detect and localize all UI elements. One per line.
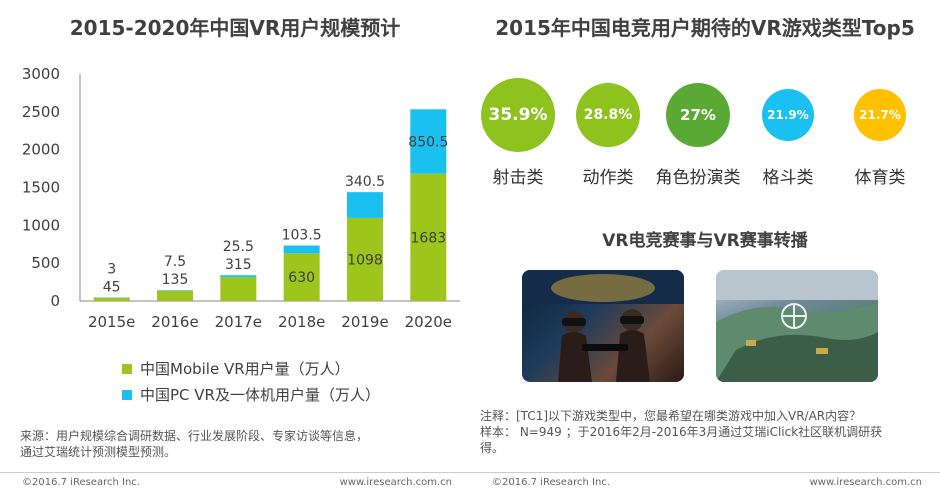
x-tick-label: 2015e xyxy=(88,313,135,331)
x-tick-label: 2018e xyxy=(278,313,325,331)
site-link-right[interactable]: www.iresearch.com.cn xyxy=(809,477,922,488)
percentage-circle: 28.8% xyxy=(576,83,640,147)
copyright-text-right: ©2016.7 iResearch Inc. xyxy=(492,477,610,488)
legend-label-mobile: 中国Mobile VR用户量（万人） xyxy=(140,360,350,378)
bar-chart: 0 500 1000 1500 2000 2500 3000 45 3 2015e 135 7.5 20… xyxy=(22,65,460,331)
game-type-label: 格斗类 xyxy=(762,168,814,188)
chart-title: 2015-2020年中国VR用户规模预计 xyxy=(69,16,401,40)
bar-mobile xyxy=(220,277,257,301)
data-label-mobile: 1098 xyxy=(347,252,383,268)
x-tick-label: 2017e xyxy=(215,313,262,331)
data-label-mobile: 1683 xyxy=(411,230,447,246)
right-footer: ©2016.7 iResearch Inc. www.iresearch.com… xyxy=(470,472,940,493)
game-type-label: 动作类 xyxy=(582,168,634,188)
left-panel: 2015-2020年中国VR用户规模预计 0 500 1000 1500 2000 250… xyxy=(0,16,470,493)
data-label-mobile: 315 xyxy=(225,257,252,273)
bar-mobile xyxy=(283,253,320,301)
y-tick-label: 0 xyxy=(50,292,60,310)
legend-swatch-mobile xyxy=(122,363,132,374)
legend-item-pc: 中国PC VR及一体机用户量（万人） xyxy=(122,384,380,405)
survey-note: 注释：[TC1]以下游戏类型中，您最希望在哪类游戏中加入VR/AR内容？ 样本：… xyxy=(480,408,935,456)
note-line-3: 得。 xyxy=(480,441,505,455)
data-label-mobile: 630 xyxy=(288,270,315,286)
data-label-pc: 340.5 xyxy=(345,174,385,190)
vr-broadcast-photo xyxy=(716,270,878,382)
x-tick-label: 2019e xyxy=(341,313,388,331)
data-label-mobile: 135 xyxy=(162,272,189,288)
bar-mobile xyxy=(157,290,193,301)
bar-mobile xyxy=(93,297,130,301)
top5-title: 2015年中国电竞用户期待的VR游戏类型Top5 xyxy=(495,16,915,40)
y-tick-label: 1000 xyxy=(22,216,60,234)
percentage-circle: 21.9% xyxy=(762,89,814,141)
data-label-mobile: 45 xyxy=(103,279,121,295)
y-tick-label: 3000 xyxy=(22,65,60,83)
legend-swatch-pc xyxy=(122,389,132,400)
site-link[interactable]: www.iresearch.com.cn xyxy=(339,477,452,488)
y-tick-label: 1500 xyxy=(22,179,60,197)
game-type-label: 角色扮演类 xyxy=(655,168,741,188)
left-footer: ©2016.7 iResearch Inc. www.iresearch.com… xyxy=(0,472,470,493)
data-label-pc: 7.5 xyxy=(164,254,186,270)
game-type-label: 体育类 xyxy=(854,168,906,188)
percentage-circle: 35.9% xyxy=(481,78,555,152)
note-line-2: 样本： N=949 ；于2016年2月-2016年3月通过艾瑞iClick社区联… xyxy=(480,425,883,439)
bar-mobile xyxy=(410,173,447,301)
bar-pc xyxy=(347,192,383,218)
bar-pc xyxy=(410,109,447,174)
bar-pc xyxy=(157,290,193,291)
data-label-pc: 25.5 xyxy=(223,239,254,255)
game-type-circles: 35.9% 28.8% 27% 21.9% 21.7% xyxy=(470,78,940,152)
bar-pc xyxy=(220,275,257,278)
percentage-circle: 21.7% xyxy=(854,89,906,141)
esports-subtitle: VR电竞赛事与VR赛事转播 xyxy=(602,231,808,251)
percentage-circle: 27% xyxy=(666,83,730,147)
right-panel: 2015年中国电竞用户期待的VR游戏类型Top5 35.9% 28.8% 27% 21… xyxy=(470,0,940,493)
legend-item-mobile: 中国Mobile VR用户量（万人） xyxy=(122,358,350,379)
note-line-1: 注释：[TC1]以下游戏类型中，您最希望在哪类游戏中加入VR/AR内容？ xyxy=(480,409,862,423)
source-line-1: 来源：用户规模综合调研数据、行业发展阶段、专家访谈等信息， xyxy=(20,429,369,443)
bar-pc xyxy=(283,245,320,254)
legend-label-pc: 中国PC VR及一体机用户量（万人） xyxy=(140,386,380,404)
source-line-2: 通过艾瑞统计预测模型预测。 xyxy=(20,445,177,459)
game-type-label: 射击类 xyxy=(492,168,544,188)
copyright-text: ©2016.7 iResearch Inc. xyxy=(22,477,140,488)
x-tick-label: 2016e xyxy=(151,313,198,331)
y-tick-label: 2500 xyxy=(22,103,60,121)
x-tick-label: 2020e xyxy=(405,313,452,331)
source-note: 来源：用户规模综合调研数据、行业发展阶段、专家访谈等信息， 通过艾瑞统计预测模型… xyxy=(20,428,450,460)
data-label-pc: 3 xyxy=(107,261,116,277)
y-tick-label: 2000 xyxy=(22,141,60,159)
bar-mobile xyxy=(347,217,383,301)
data-label-pc: 103.5 xyxy=(282,227,322,243)
data-label-pc: 850.5 xyxy=(408,134,448,150)
vr-event-photo xyxy=(522,270,684,382)
y-tick-label: 500 xyxy=(31,254,60,272)
